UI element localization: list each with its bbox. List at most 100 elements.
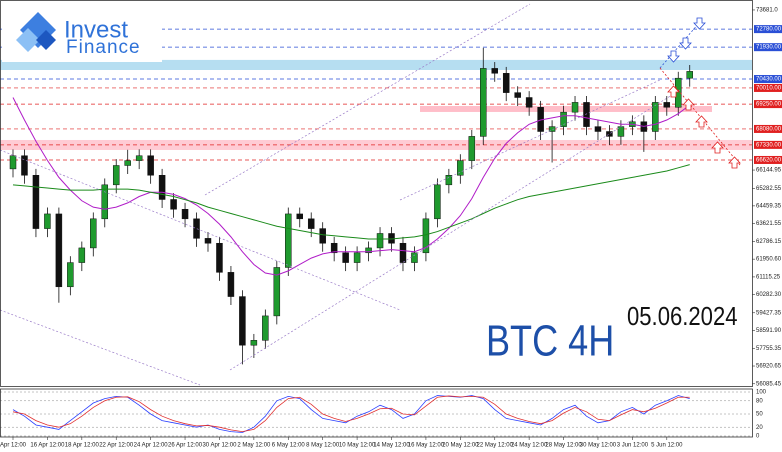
- arrow: [682, 98, 695, 111]
- level-label-box: [754, 75, 782, 84]
- x-tick-label: 5 Jun 12:00: [651, 443, 683, 449]
- channel-line: [229, 89, 681, 371]
- level-label: 67330.00: [756, 142, 782, 148]
- candle-body: [44, 213, 51, 229]
- candle-body: [502, 73, 510, 93]
- oscillator-line: [12, 395, 690, 433]
- candle-body: [663, 102, 671, 108]
- x-tick-label: 28 May 12:00: [545, 443, 582, 449]
- y-tick-label: 62786.15: [756, 239, 782, 245]
- candle-body: [399, 242, 407, 263]
- y-tick-label: 63621.55: [756, 221, 782, 227]
- foreground-layer: 73681.0 66144.95 65282.55 64459.35 63621.55 6…: [0, 8, 782, 449]
- candle-body: [181, 209, 189, 220]
- y-tick-label: 58591.90: [756, 328, 782, 334]
- y-tick-label: 66144.95: [756, 168, 782, 174]
- x-tick-label: 6 May 12:00: [272, 443, 306, 449]
- annotation: 05.06.2024: [627, 302, 738, 331]
- x-tick-label: 26 Apr 12:00: [168, 443, 203, 449]
- candle-body: [652, 102, 659, 132]
- logo-text: Finance: [66, 37, 141, 58]
- candle-body: [560, 111, 567, 127]
- candle-body: [319, 228, 326, 244]
- logo-diamond: [36, 30, 56, 50]
- candle-body: [514, 92, 521, 98]
- candle-body: [480, 68, 487, 137]
- candle-body: [491, 68, 498, 74]
- x-tick-label: 10 May 12:00: [339, 443, 376, 449]
- candle-body: [342, 252, 349, 263]
- y-tick-label: 61115.25: [756, 274, 781, 280]
- zone: [0, 59, 752, 70]
- candle-body: [468, 136, 476, 161]
- y-tick-label: 57755.35: [756, 346, 782, 352]
- level-label-box: [754, 43, 782, 52]
- level-label-box: [754, 100, 782, 109]
- candle-body: [78, 247, 86, 263]
- candle-body: [296, 213, 303, 220]
- x-tick-label: 24 Apr 12:00: [134, 443, 169, 449]
- annotation: BTC 4H: [486, 316, 614, 365]
- y-tick-label: 73681.0: [756, 8, 778, 14]
- logo-diamond: [16, 28, 40, 52]
- x-tick-label: 8 May 12:00: [306, 443, 340, 449]
- candle-body: [594, 126, 602, 132]
- candle-body: [353, 252, 361, 263]
- level-label: 70430.00: [756, 77, 782, 83]
- y-tick-label: 56920.65: [756, 364, 782, 370]
- candle-body: [262, 315, 269, 341]
- down-arrows: [667, 17, 706, 63]
- arrow: [667, 50, 680, 63]
- channel-line: [204, 3, 531, 196]
- candle-body: [101, 184, 109, 220]
- main-panel-frame: [0, 0, 753, 387]
- x-tick-label: 16 May 12:00: [408, 443, 445, 449]
- arrow: [667, 85, 680, 98]
- candle-body: [307, 218, 315, 229]
- arrow: [693, 17, 706, 30]
- candle-body: [571, 102, 579, 113]
- candle-body: [147, 155, 154, 176]
- up-arrows: [667, 85, 741, 169]
- x-tick-label: 22 Apr 12:00: [99, 443, 134, 449]
- candle-body: [548, 126, 556, 132]
- y-tick-label: 60282.30: [756, 292, 782, 298]
- x-tick-label: Apr 12:00: [0, 443, 27, 449]
- x-tick-label: 22 May 12:00: [477, 443, 514, 449]
- level-label: 68080.00: [756, 127, 782, 133]
- y-tick-label: 80: [756, 398, 763, 404]
- x-tick-label: 16 Apr 12:00: [30, 443, 65, 449]
- candle-body: [273, 267, 281, 317]
- candle-body: [158, 175, 166, 200]
- candle-body: [170, 199, 177, 210]
- level-label: 69250.00: [756, 102, 782, 108]
- arrow: [695, 115, 708, 128]
- candle-body: [67, 262, 74, 288]
- candle-body: [457, 160, 464, 176]
- level-label: 71930.00: [756, 45, 782, 51]
- x-tick-label: 20 May 12:00: [442, 443, 479, 449]
- logo-text: Invest: [64, 16, 128, 43]
- level-label-box: [754, 124, 782, 133]
- x-tick-label: 30 May 12:00: [580, 443, 617, 449]
- candle-body: [376, 233, 384, 249]
- candle-body: [686, 71, 693, 79]
- level-label: 72780.00: [756, 27, 782, 33]
- level-label-box: [754, 155, 782, 164]
- candle-body: [250, 340, 258, 346]
- y-tick-label: 59427.35: [756, 310, 782, 316]
- moving-average: [12, 97, 691, 276]
- candle-body: [606, 131, 613, 137]
- candle-body: [9, 155, 17, 170]
- level-label-box: [754, 140, 782, 149]
- candle-body: [239, 296, 246, 346]
- candle-body: [124, 160, 131, 166]
- candle-body: [204, 238, 212, 244]
- arrow: [711, 141, 724, 154]
- candle-body: [411, 252, 418, 263]
- candle-body: [90, 218, 97, 249]
- candle-body: [285, 213, 292, 268]
- candle-body: [32, 175, 40, 229]
